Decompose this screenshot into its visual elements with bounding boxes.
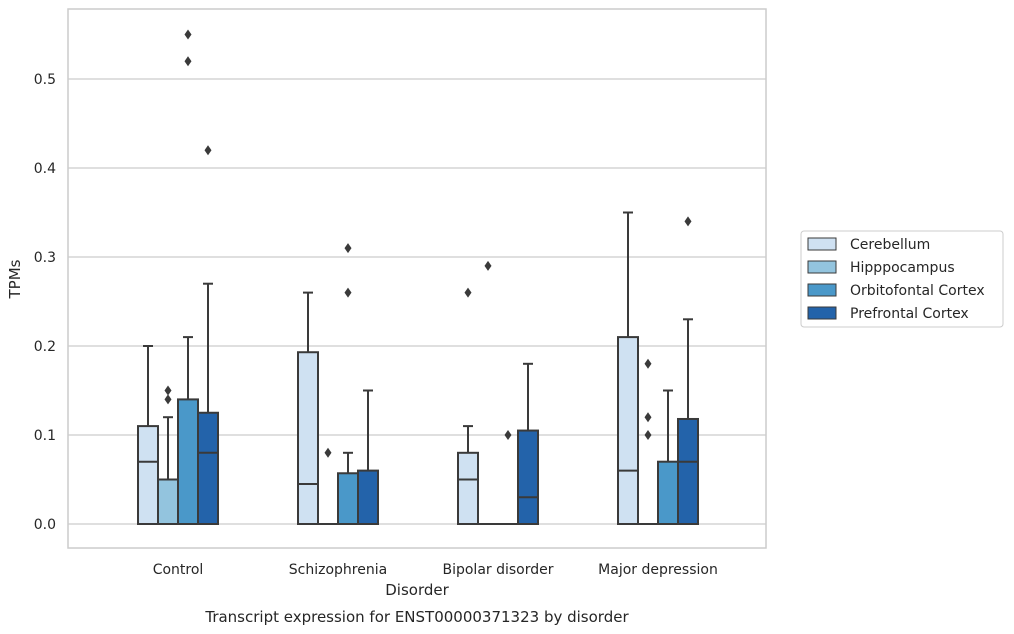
outlier-point xyxy=(164,385,172,396)
outlier-point xyxy=(464,287,472,298)
legend-label: Orbitofontal Cortex xyxy=(850,283,985,299)
box-body xyxy=(457,451,479,525)
box-group xyxy=(498,430,518,525)
y-axis-title: TPMs xyxy=(6,259,24,299)
legend: Cerebellum Hipppocampus Orbitofontal Corte… xyxy=(800,230,1004,328)
box-group xyxy=(177,29,199,525)
box-group xyxy=(137,345,159,526)
gridlines xyxy=(68,78,766,525)
box-group xyxy=(297,291,319,526)
box-group xyxy=(357,389,379,526)
legend-label: Cerebellum xyxy=(850,237,930,253)
box-group xyxy=(638,358,658,525)
y-tick-label: 0.5 xyxy=(34,72,56,88)
legend-swatch xyxy=(807,306,837,320)
legend-swatch xyxy=(807,237,837,251)
x-tick-label: Major depression xyxy=(598,562,718,578)
box-group xyxy=(157,385,179,525)
outlier-point xyxy=(644,430,652,440)
y-tick-label: 0.2 xyxy=(34,339,56,355)
chart-caption: Transcript expression for ENST0000037132… xyxy=(204,608,629,626)
box-group xyxy=(617,211,639,525)
box-body xyxy=(617,336,639,525)
box-group xyxy=(478,260,498,525)
outlier-point xyxy=(504,430,512,440)
plot-area-frame xyxy=(67,8,767,549)
box-group xyxy=(197,145,219,525)
box-body xyxy=(677,417,699,526)
box-group xyxy=(457,287,479,525)
outlier-point xyxy=(184,29,192,40)
x-tick-label: Bipolar disorder xyxy=(442,562,553,578)
y-tick-label: 0.0 xyxy=(34,517,56,533)
x-tick-label: Control xyxy=(153,562,204,578)
box-group xyxy=(677,216,699,526)
box-group xyxy=(337,243,359,525)
x-tick-label: Schizophrenia xyxy=(289,562,387,578)
box-body xyxy=(337,472,359,525)
y-tick-label: 0.4 xyxy=(34,161,56,177)
box-body xyxy=(137,425,159,526)
y-axis-ticks: 0.0 0.1 0.2 0.3 0.4 0.5 xyxy=(34,72,56,533)
x-axis-title: Disorder xyxy=(385,581,449,599)
outlier-point xyxy=(344,287,352,298)
legend-swatch xyxy=(807,260,837,274)
x-axis-ticks: Control Schizophrenia Bipolar disorder Majo… xyxy=(153,562,718,578)
box-body xyxy=(297,351,319,526)
box-body xyxy=(177,398,199,525)
legend-label: Prefrontal Cortex xyxy=(850,306,969,322)
box-group xyxy=(657,389,679,526)
box-body xyxy=(197,411,219,525)
outlier-point xyxy=(164,394,172,405)
boxes xyxy=(137,29,699,526)
box-group xyxy=(517,362,539,525)
box-body xyxy=(657,460,679,526)
y-tick-label: 0.1 xyxy=(34,428,56,444)
outlier-point xyxy=(204,145,212,156)
outlier-point xyxy=(184,56,192,67)
outlier-point xyxy=(644,412,652,423)
outlier-point xyxy=(324,447,332,458)
legend-label: Hipppocampus xyxy=(850,260,955,276)
box-body xyxy=(517,429,539,525)
box-body xyxy=(157,478,179,525)
outlier-point xyxy=(684,216,692,227)
outlier-point xyxy=(344,243,352,254)
outlier-point xyxy=(484,260,492,271)
y-tick-label: 0.3 xyxy=(34,250,56,266)
outlier-point xyxy=(644,358,652,369)
box-body xyxy=(357,469,379,526)
legend-frame xyxy=(800,230,1004,328)
box-group xyxy=(318,447,338,525)
legend-swatch xyxy=(807,283,837,297)
